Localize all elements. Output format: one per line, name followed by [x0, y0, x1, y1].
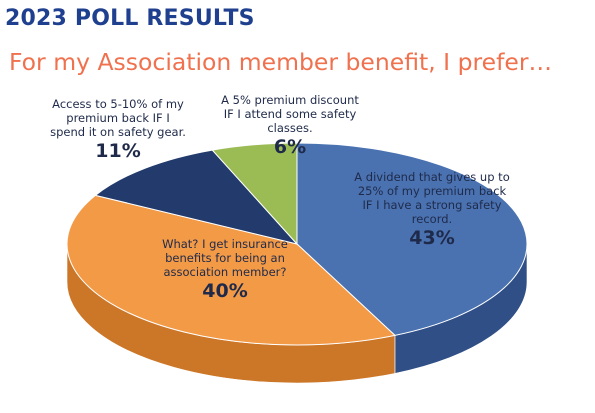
pie-slice-classes — [211, 142, 298, 246]
pie-slice-gear — [94, 149, 299, 245]
slice-value-gear: 11% — [95, 140, 141, 162]
slice-label-classes: A 5% premium discount IF I attend some s… — [220, 93, 360, 158]
slice-value-insurance: 40% — [202, 280, 248, 302]
slice-label-insurance-text: What? I get insurance benefits for being… — [162, 237, 288, 279]
page-title: 2023 POLL RESULTS — [5, 6, 255, 31]
slice-label-gear: Access to 5-10% of my premium back IF I … — [48, 97, 188, 162]
slice-label-classes-text: A 5% premium discount IF I attend some s… — [221, 93, 359, 135]
slice-label-insurance: What? I get insurance benefits for being… — [150, 237, 300, 302]
pie-slices — [66, 142, 528, 346]
slice-label-gear-text: Access to 5-10% of my premium back IF I … — [50, 97, 186, 139]
pie-slice-dividend — [296, 142, 528, 336]
page-subtitle: For my Association member benefit, I pre… — [9, 48, 552, 76]
slice-label-dividend: A dividend that gives up to 25% of my pr… — [352, 170, 512, 249]
slice-value-dividend: 43% — [409, 227, 455, 249]
slice-value-classes: 6% — [273, 136, 307, 158]
slice-label-dividend-text: A dividend that gives up to 25% of my pr… — [354, 170, 510, 226]
pie-slice-insurance — [66, 194, 396, 346]
